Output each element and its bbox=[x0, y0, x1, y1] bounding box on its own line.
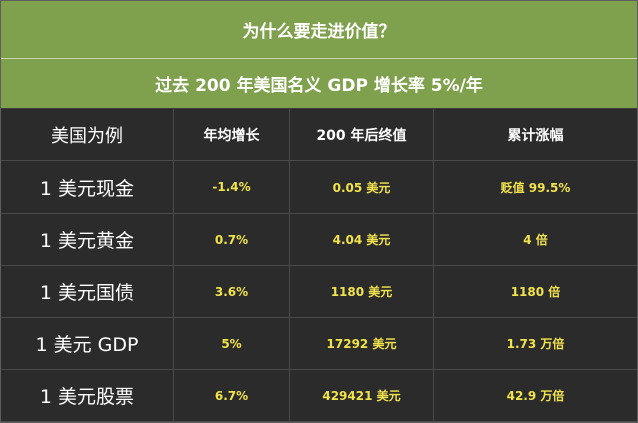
table-title: 为什么要走进价值？ bbox=[1, 1, 637, 59]
table-subtitle: 过去 200 年美国名义 GDP 增长率 5%/年 bbox=[1, 59, 637, 109]
row-label-stocks: 1 美元股票 bbox=[1, 370, 174, 422]
gold-cumulative-gain: 4 倍 bbox=[434, 214, 637, 266]
stocks-annual-growth: 6.7% bbox=[174, 370, 290, 422]
bonds-annual-growth: 3.6% bbox=[174, 266, 290, 318]
gdp-final-value: 17292 美元 bbox=[290, 318, 434, 370]
gdp-cumulative-gain: 1.73 万倍 bbox=[434, 318, 637, 370]
stocks-cumulative-gain: 42.9 万倍 bbox=[434, 370, 637, 422]
row-label-gold: 1 美元黄金 bbox=[1, 214, 174, 266]
cash-final-value: 0.05 美元 bbox=[290, 161, 434, 214]
cash-annual-growth: -1.4% bbox=[174, 161, 290, 214]
gdp-annual-growth: 5% bbox=[174, 318, 290, 370]
data-grid: 美国为例 年均增长 200 年后终值 累计涨幅 1 美元现金 -1.4% 0.0… bbox=[1, 109, 637, 422]
bonds-final-value: 1180 美元 bbox=[290, 266, 434, 318]
stocks-final-value: 429421 美元 bbox=[290, 370, 434, 422]
gold-final-value: 4.04 美元 bbox=[290, 214, 434, 266]
column-header-asset: 美国为例 bbox=[1, 109, 174, 161]
column-header-cumulative-gain: 累计涨幅 bbox=[434, 109, 637, 161]
column-header-final-value: 200 年后终值 bbox=[290, 109, 434, 161]
row-label-cash: 1 美元现金 bbox=[1, 161, 174, 214]
bonds-cumulative-gain: 1180 倍 bbox=[434, 266, 637, 318]
row-label-gdp: 1 美元 GDP bbox=[1, 318, 174, 370]
gold-annual-growth: 0.7% bbox=[174, 214, 290, 266]
column-header-annual-growth: 年均增长 bbox=[174, 109, 290, 161]
row-label-treasury-bonds: 1 美元国债 bbox=[1, 266, 174, 318]
cash-cumulative-gain: 贬值 99.5% bbox=[434, 161, 637, 214]
